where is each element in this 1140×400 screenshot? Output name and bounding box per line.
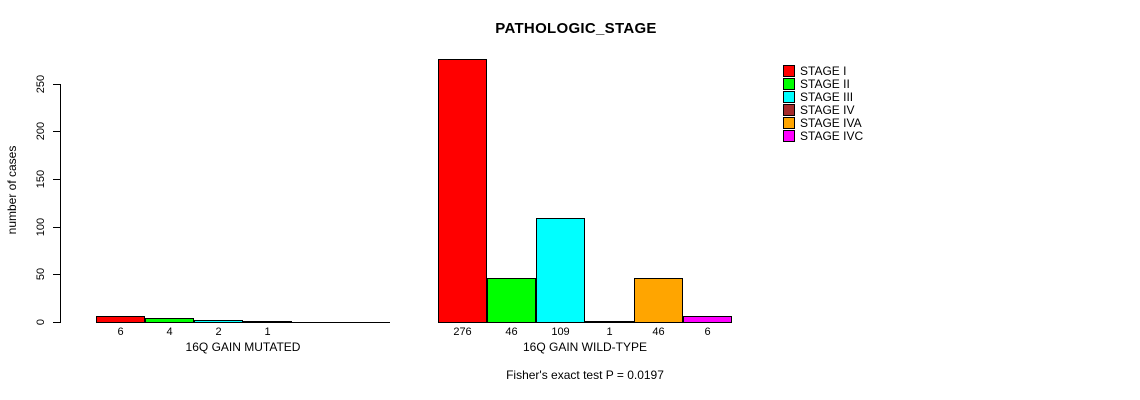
bar-16q-gain-mutated-stage-ii — [145, 318, 194, 323]
bar-16q-gain-wild-type-stage-ivc — [683, 316, 732, 323]
y-tick-label: 150 — [35, 169, 47, 189]
y-axis-line — [60, 83, 61, 323]
bar-value-label: 6 — [117, 326, 124, 338]
bar-value-label: 109 — [551, 326, 570, 338]
y-tick-label: 250 — [35, 74, 47, 93]
y-axis-label: number of cases — [5, 145, 19, 235]
bar-value-label: 4 — [166, 326, 173, 338]
legend-swatch-stage-iii — [783, 91, 795, 103]
legend-label-stage-iii: STAGE III — [800, 90, 854, 104]
bar-value-label: 46 — [505, 326, 518, 338]
legend-label-stage-i: STAGE I — [800, 64, 847, 78]
x-group-label-16q-gain-mutated: 16Q GAIN MUTATED — [185, 340, 301, 354]
legend-swatch-stage-ivc — [783, 130, 795, 142]
y-tick-mark — [53, 83, 60, 85]
bar-16q-gain-mutated-stage-iv — [243, 321, 292, 323]
legend-swatch-stage-iv — [783, 104, 795, 116]
legend-label-stage-iva: STAGE IVA — [800, 116, 862, 130]
legend-label-stage-ii: STAGE II — [800, 77, 850, 91]
bar-value-label: 1 — [264, 326, 271, 338]
y-tick-label: 0 — [35, 318, 47, 326]
bar-value-label: 276 — [453, 326, 472, 338]
y-tick-mark — [53, 322, 60, 323]
y-tick-label: 100 — [35, 217, 47, 236]
bar-16q-gain-wild-type-stage-i — [438, 59, 487, 323]
y-tick-mark — [53, 131, 60, 133]
chart-title: PATHOLOGIC_STAGE — [495, 20, 657, 37]
bar-value-label: 46 — [652, 326, 665, 338]
x-group-label-16q-gain-wild-type: 16Q GAIN WILD-TYPE — [522, 340, 648, 354]
bar-16q-gain-wild-type-stage-iva — [634, 278, 683, 323]
bar-value-label: 6 — [704, 326, 711, 338]
y-tick-label: 200 — [35, 122, 47, 141]
y-tick-label: 50 — [35, 268, 47, 281]
legend-swatch-stage-ii — [783, 78, 795, 90]
legend-label-stage-ivc: STAGE IVC — [800, 129, 864, 143]
bar-value-label: 2 — [215, 326, 222, 338]
y-tick-mark — [53, 226, 60, 228]
bar-value-label: 1 — [606, 326, 613, 338]
annotation-text: Fisher's exact test P = 0.0197 — [506, 368, 664, 382]
legend-label-stage-iv: STAGE IV — [800, 103, 855, 117]
bar-16q-gain-mutated-stage-i — [96, 316, 145, 323]
bar-16q-gain-mutated-stage-iii — [194, 320, 243, 323]
y-tick-mark — [53, 274, 60, 276]
y-tick-mark — [53, 179, 60, 181]
legend-swatch-stage-i — [783, 65, 795, 77]
bar-16q-gain-wild-type-stage-iii — [536, 218, 585, 323]
bar-16q-gain-wild-type-stage-iv — [585, 321, 634, 323]
legend-swatch-stage-iva — [783, 117, 795, 129]
bar-16q-gain-wild-type-stage-ii — [487, 278, 536, 323]
